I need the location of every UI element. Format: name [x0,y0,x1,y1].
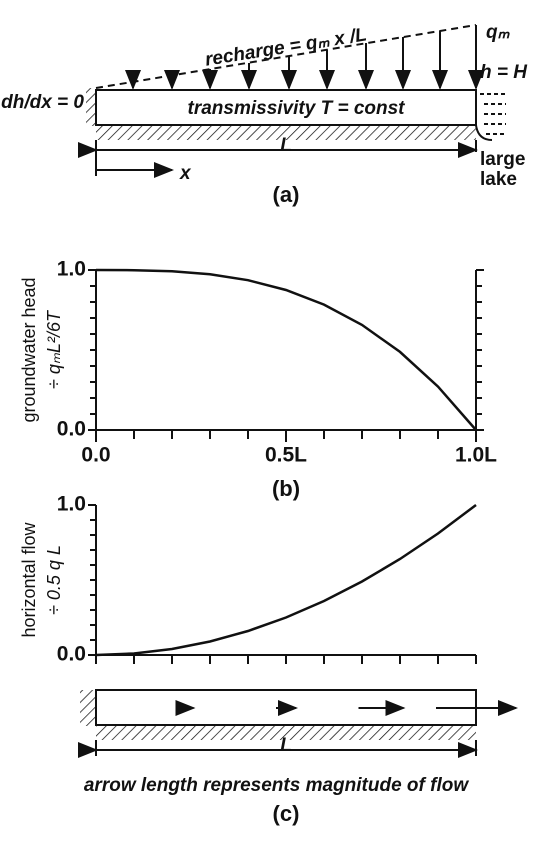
diagram-a: recharge = qₘ x /L qₘ h = H dh/dx = 0 tr… [1,22,528,207]
qm-label: qₘ [486,22,511,43]
base [96,726,476,740]
data-line [95,268,477,431]
y-label: horizontal flow [19,521,39,637]
y-label: ÷ qₘL²/6T [44,309,64,389]
recharge-arrows [125,25,484,90]
h-label: h = H [480,62,528,83]
panel-label: (a) [273,182,300,207]
y-tick-label: 0.0 [57,643,86,666]
aquifer-label: transmissivity T = const [188,98,406,119]
panel-label: (b) [272,476,300,501]
y-tick-label: 1.0 [57,258,86,281]
data-line [95,504,477,657]
y-tick-label: 0.0 [57,418,86,441]
y-tick-label: 1.0 [57,493,86,516]
left-wall [86,88,96,126]
aquifer [95,89,477,126]
lake-label: large [480,149,525,170]
bc-label: dh/dx = 0 [1,92,84,113]
base [96,126,476,140]
lake-label: lake [480,169,517,190]
panel-label: (c) [273,801,300,826]
lake-shore [475,124,493,141]
length-label: L [280,735,292,756]
recharge-label: recharge = qₘ x /L [204,24,369,70]
lake [480,93,506,135]
x-tick-label: 1.0L [455,444,497,467]
y-label: groundwater head [19,277,39,422]
x-tick-label: 0.5L [265,444,307,467]
caption: arrow length represents magnitude of flo… [84,775,469,796]
recharge-line [95,24,477,89]
diagram-c: L arrow length represents magnitude of f… [78,689,478,796]
length-label: L [280,135,292,156]
left-wall [80,690,96,726]
x-tick-label: 0.0 [81,444,110,467]
x-label: x [179,163,192,184]
y-label: ÷ 0.5 q L [44,545,64,615]
